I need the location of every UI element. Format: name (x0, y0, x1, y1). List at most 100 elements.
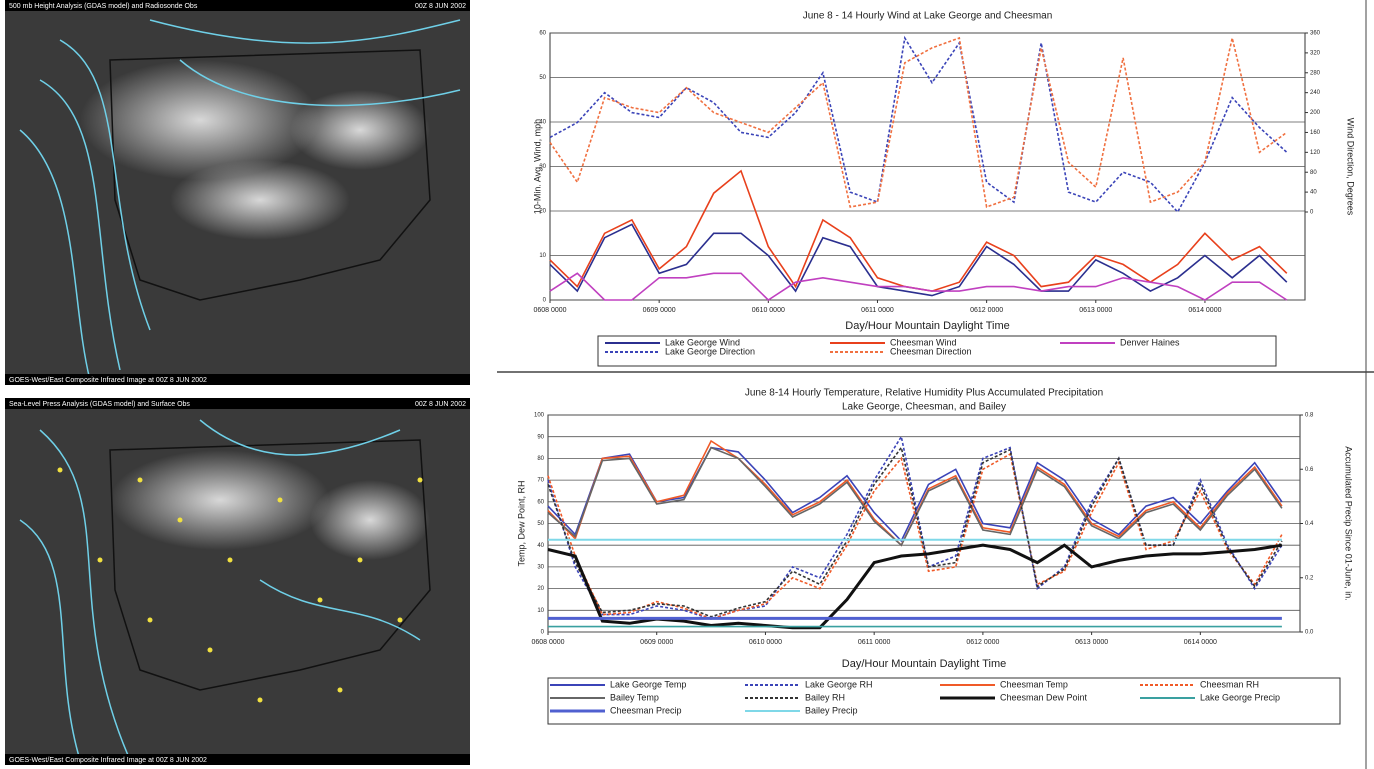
y-tick-label: 20 (539, 209, 546, 215)
x-tick-label: 0610 0000 (749, 639, 782, 646)
legend-box (597, 335, 1277, 367)
map-time: 00Z 8 JUN 2002 (415, 3, 466, 10)
map-caption: GOES-West/East Composite Infrared Image … (9, 757, 207, 764)
contour (19, 419, 421, 761)
y-tick-label: 30 (537, 564, 544, 570)
x-tick-label: 0613 0000 (1079, 307, 1112, 314)
series-line (549, 36, 1288, 209)
x-tick-label: 0608 0000 (533, 307, 566, 314)
y-tick-label: 10 (539, 253, 546, 259)
y2-tick-label: 120 (1310, 150, 1321, 156)
map-footer (5, 754, 470, 765)
x-tick-label: 0612 0000 (970, 307, 1003, 314)
y2-axis-label: Wind Direction, Degrees (1346, 118, 1356, 216)
y2-tick-label: 200 (1310, 110, 1321, 116)
cloud (110, 450, 330, 550)
legend-label: Cheesman Direction (890, 346, 972, 356)
legend-label: Lake George RH (805, 679, 873, 689)
map-footer (5, 374, 470, 385)
map-title: 500 mb Height Analysis (GDAS model) and … (9, 3, 198, 10)
map-header (5, 0, 470, 11)
y-axis-label: Temp, Dew Point, RH (516, 480, 526, 566)
legend-label: Lake George Temp (610, 679, 686, 689)
y-tick-label: 100 (534, 413, 545, 419)
y2-tick-label: 0.0 (1305, 630, 1314, 636)
y2-tick-label: 320 (1310, 50, 1321, 56)
series-line (547, 445, 1283, 618)
cloud (310, 480, 430, 560)
legend-label: Bailey RH (805, 692, 845, 702)
x-tick-label: 0612 0000 (966, 639, 999, 646)
map-caption: GOES-West/East Composite Infrared Image … (9, 377, 207, 384)
legend-label: Lake George Precip (1200, 692, 1280, 702)
cloud (290, 90, 430, 170)
chart-title: June 8-14 Hourly Temperature, Relative H… (745, 388, 1103, 399)
legend-label: Cheesman RH (1200, 679, 1259, 689)
y-tick-label: 40 (537, 543, 544, 549)
station-obs (57, 467, 423, 703)
y2-tick-label: 0.2 (1305, 575, 1314, 581)
y2-tick-label: 0.8 (1305, 413, 1314, 419)
legend-label: Cheesman Temp (1000, 679, 1068, 689)
y-tick-label: 40 (539, 120, 546, 126)
y-tick-label: 50 (539, 75, 546, 81)
y-axis-label: 10-Min. Avg. Wind, mph (532, 119, 542, 214)
x-tick-label: 0613 0000 (1075, 639, 1108, 646)
y-tick-label: 60 (539, 31, 546, 37)
y2-tick-label: 40 (1310, 190, 1317, 196)
map-time: 00Z 8 JUN 2002 (415, 401, 466, 408)
y-tick-label: 80 (537, 456, 544, 462)
y2-axis-label: Accumulated Precip Since 01-June, in. (1344, 446, 1354, 601)
cloud (80, 60, 320, 180)
map-panel: 500 mb Height Analysis (GDAS model) and … (5, 0, 470, 385)
y-tick-label: 70 (537, 478, 544, 484)
y-tick-label: 0 (543, 298, 547, 304)
x-axis-label: Day/Hour Mountain Daylight Time (842, 658, 1006, 670)
map-title: Sea-Level Press Analysis (GDAS model) an… (9, 401, 190, 408)
legend-label: Bailey Precip (805, 705, 858, 715)
y-tick-label: 60 (537, 499, 544, 505)
legend-label: Cheesman Dew Point (1000, 692, 1088, 702)
legend-label: Lake George Wind (665, 337, 740, 347)
y-tick-label: 0 (541, 630, 545, 636)
x-tick-label: 0609 0000 (643, 307, 676, 314)
x-tick-label: 0611 0000 (861, 307, 894, 314)
series-line (549, 35, 1288, 214)
y2-tick-label: 360 (1310, 31, 1321, 37)
y2-tick-label: 240 (1310, 90, 1321, 96)
legend-label: Cheesman Precip (610, 705, 682, 715)
y2-tick-label: 280 (1310, 70, 1321, 76)
y2-tick-label: 0 (1310, 210, 1314, 216)
series-line (549, 272, 1288, 302)
series-line (547, 446, 1283, 547)
x-tick-label: 0614 0000 (1188, 307, 1221, 314)
coastline (109, 439, 431, 691)
y2-tick-label: 0.6 (1305, 467, 1314, 473)
x-tick-label: 0610 0000 (752, 307, 785, 314)
y2-tick-label: 0.4 (1305, 521, 1314, 527)
map-header (5, 398, 470, 409)
chart-subtitle: Lake George, Cheesman, and Bailey (842, 402, 1006, 413)
y-tick-label: 30 (539, 164, 546, 170)
y-tick-label: 10 (537, 608, 544, 614)
contour (19, 19, 461, 381)
x-tick-label: 0608 0000 (531, 639, 564, 646)
legend-label: Lake George Direction (665, 346, 755, 356)
x-axis-label: Day/Hour Mountain Daylight Time (845, 320, 1009, 332)
y-tick-label: 50 (537, 521, 544, 527)
y-tick-label: 90 (537, 434, 544, 440)
legend-label: Bailey Temp (610, 692, 659, 702)
legend-label: Denver Haines (1120, 337, 1180, 347)
x-tick-label: 0609 0000 (640, 639, 673, 646)
y2-tick-label: 80 (1310, 170, 1317, 176)
x-tick-label: 0614 0000 (1184, 639, 1217, 646)
series-line (547, 543, 1283, 630)
chart-title: June 8 - 14 Hourly Wind at Lake George a… (803, 11, 1053, 22)
cloud (170, 160, 350, 240)
map-panel: Sea-Level Press Analysis (GDAS model) an… (5, 398, 470, 765)
y2-tick-label: 160 (1310, 130, 1321, 136)
legend-label: Cheesman Wind (890, 337, 957, 347)
x-tick-label: 0611 0000 (858, 639, 891, 646)
